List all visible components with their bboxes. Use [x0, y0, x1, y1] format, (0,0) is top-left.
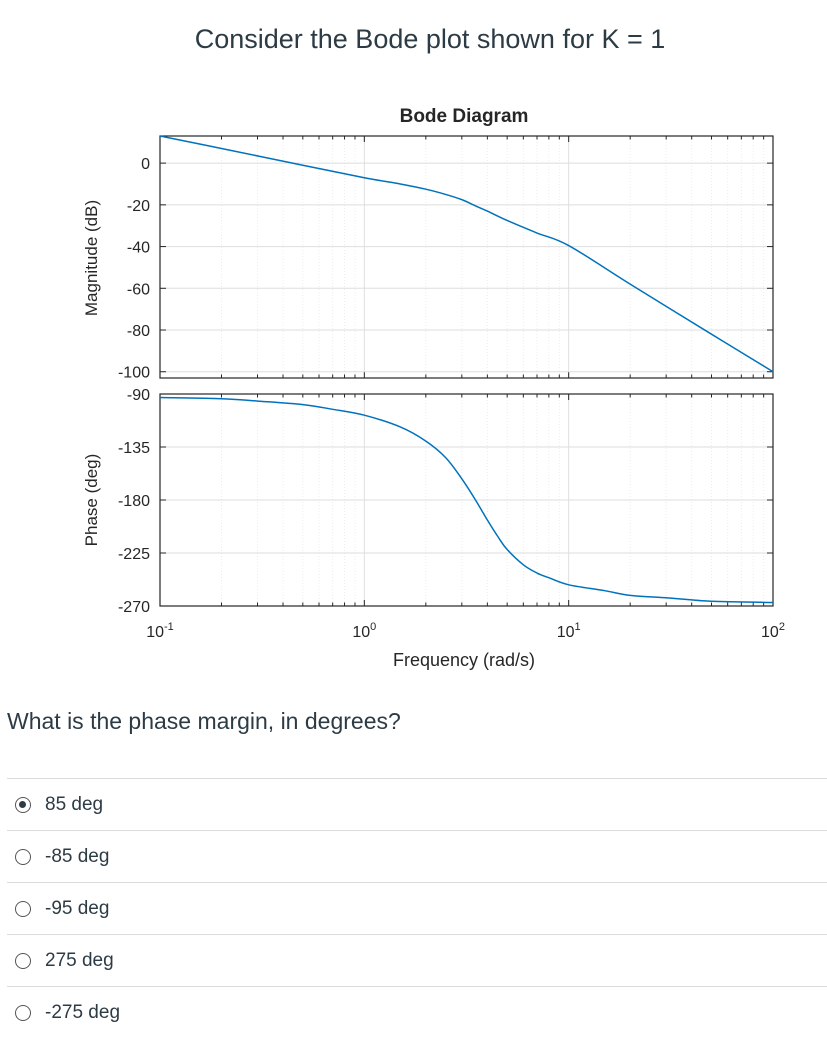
answer-label: 275 deg: [45, 949, 114, 971]
y-tick-label: -100: [118, 365, 150, 382]
x-tick-label: 10-1: [146, 621, 174, 641]
y-tick-label: -60: [127, 281, 150, 298]
radio-button[interactable]: [15, 848, 31, 865]
answer-options: 85 deg -85 deg -95 deg 275 deg -275 deg: [7, 778, 827, 1038]
answer-option[interactable]: 85 deg: [7, 778, 827, 830]
y-tick-label: -20: [127, 198, 150, 215]
answer-option[interactable]: 275 deg: [7, 934, 827, 986]
magnitude-ticks: 0 -20 -40 -60 -80 -100: [118, 156, 773, 382]
magnitude-grid: [160, 136, 773, 378]
x-axis-ticks: 10-1 100 101 102: [146, 621, 785, 641]
y-tick-label: -90: [127, 387, 150, 404]
answer-option[interactable]: -95 deg: [7, 882, 827, 934]
x-tick-label: 100: [352, 621, 376, 641]
magnitude-axes-box: [159, 135, 774, 379]
x-tick-label: 102: [761, 621, 785, 641]
y-tick-label: -270: [118, 599, 150, 616]
question-header: Consider the Bode plot shown for K = 1: [194, 24, 666, 54]
radio-button[interactable]: [15, 796, 31, 813]
y-tick-label: -180: [118, 493, 150, 510]
question-text: What is the phase margin, in degrees?: [7, 708, 401, 734]
answer-label: -275 deg: [45, 1001, 121, 1023]
phase-series-line: [159, 396, 774, 604]
phase-grid: [160, 393, 773, 607]
phase-ticks: -90 -135 -180 -225 -270: [118, 387, 773, 616]
x-tick-label: 101: [557, 621, 581, 641]
y-tick-label: -40: [127, 240, 150, 257]
radio-button[interactable]: [15, 952, 31, 969]
magnitude-series-line: [159, 135, 774, 373]
bode-plot: Bode Diagram 0 -20 -40 -60 -80 -100 -90 -135 -1…: [82, 106, 785, 670]
y-tick-label: 0: [141, 156, 150, 173]
answer-option[interactable]: -275 deg: [7, 986, 827, 1038]
phase-axis-label: Phase (deg): [82, 454, 101, 547]
answer-label: -95 deg: [45, 897, 110, 919]
y-tick-label: -225: [118, 546, 150, 563]
y-tick-label: -135: [118, 440, 150, 457]
y-tick-label: -80: [127, 323, 150, 340]
answer-label: -85 deg: [45, 845, 110, 867]
radio-button[interactable]: [15, 1004, 31, 1021]
magnitude-axis-label: Magnitude (dB): [82, 200, 101, 316]
radio-button[interactable]: [15, 900, 31, 917]
x-axis-label: Frequency (rad/s): [393, 650, 535, 670]
answer-label: 85 deg: [45, 793, 104, 815]
answer-option[interactable]: -85 deg: [7, 830, 827, 882]
chart-title: Bode Diagram: [400, 106, 529, 127]
